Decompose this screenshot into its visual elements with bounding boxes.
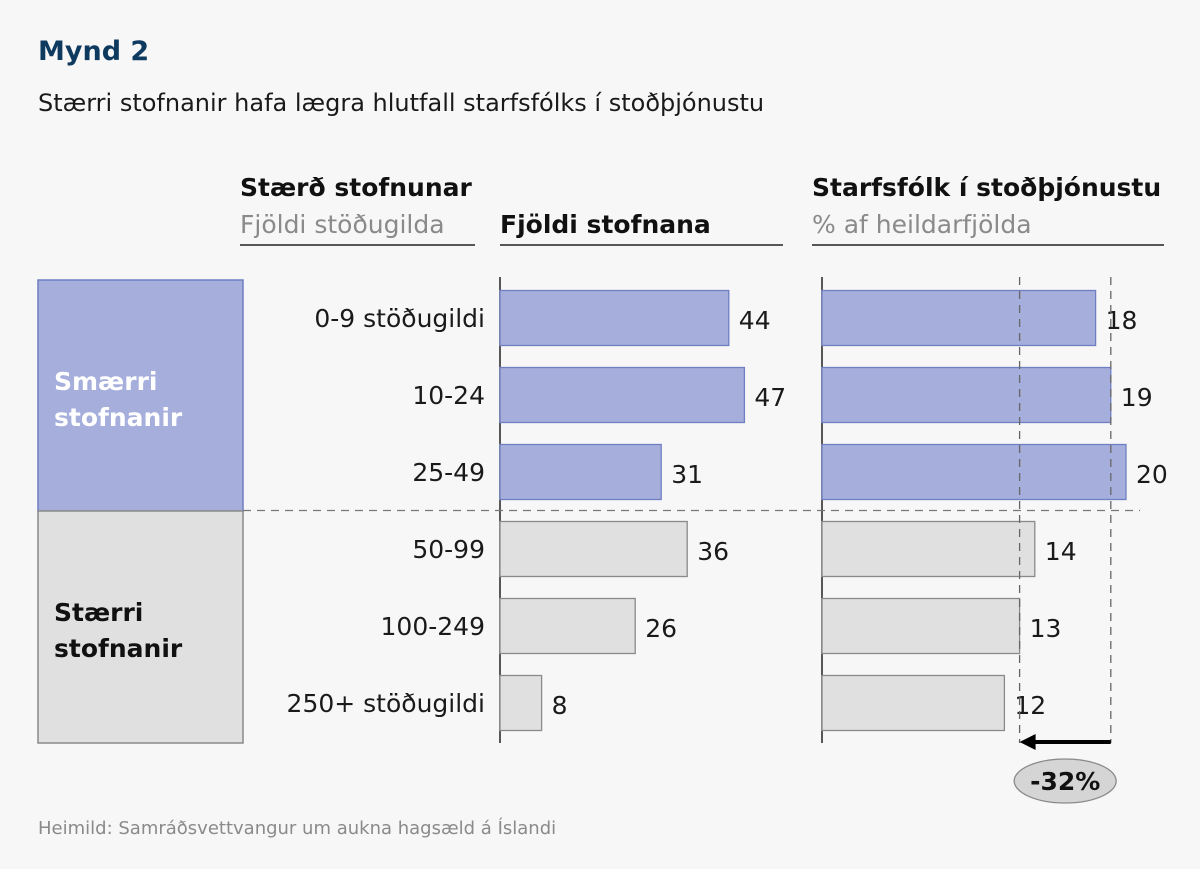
reduction-badge — [1013, 758, 1117, 804]
category-label: 100-249 — [381, 612, 485, 641]
reduction-callout: -32% — [1013, 734, 1117, 804]
count-bar-chart: 44 47 31 36 26 8 — [499, 277, 786, 743]
reduction-badge-label: -32% — [1030, 767, 1100, 796]
category-label: 10-24 — [412, 381, 485, 410]
count-bar — [499, 597, 636, 655]
group-label-0-line-1: stofnanir — [54, 403, 183, 432]
support-bar — [821, 597, 1021, 655]
count-column-header: Fjöldi stofnana — [500, 210, 783, 246]
support-bar — [821, 289, 1097, 347]
count-value-label: 36 — [697, 537, 729, 566]
group-label-0-line-0: Smærri — [54, 367, 157, 396]
count-value-label: 44 — [739, 306, 771, 335]
source-note: Heimild: Samráðsvettvangur um aukna hags… — [38, 817, 556, 839]
support-value-label: 20 — [1136, 460, 1168, 489]
count-value-label: 47 — [754, 383, 786, 412]
count-header-title: Fjöldi stofnana — [500, 210, 711, 239]
category-labels: 0-9 stöðugildi 10-24 25-49 50-99 100-249 250+… — [287, 304, 485, 718]
figure-subtitle: Stærri stofnanir hafa lægra hlutfall sta… — [38, 89, 764, 117]
support-value-label: 14 — [1045, 537, 1077, 566]
category-label: 25-49 — [412, 458, 485, 487]
support-bar — [821, 366, 1112, 424]
count-bar — [499, 366, 746, 424]
group-label-1-line-0: Stærri — [54, 598, 143, 627]
category-label: 50-99 — [412, 535, 485, 564]
group-label-1-line-1: stofnanir — [54, 634, 183, 663]
group-box-1 — [37, 510, 244, 744]
figure-title: Mynd 2 — [38, 36, 149, 67]
category-label: 0-9 stöðugildi — [314, 304, 485, 333]
group-boxes: Smærri stofnanir Stærri stofnanir — [37, 279, 244, 744]
size-header-subtitle: Fjöldi stöðugilda — [240, 210, 445, 239]
size-column-header: Stærð stofnunar Fjöldi stöðugilda — [240, 173, 475, 246]
count-value-label: 31 — [671, 460, 703, 489]
category-label: 250+ stöðugildi — [287, 689, 485, 718]
support-header-title: Starfsfólk í stoðþjónustu — [812, 173, 1161, 202]
size-header-title: Stærð stofnunar — [240, 173, 473, 202]
count-bar — [499, 520, 688, 578]
support-header-subtitle: % af heildarfjölda — [812, 210, 1032, 239]
support-value-label: 19 — [1121, 383, 1153, 412]
count-bar — [499, 674, 543, 732]
count-value-label: 8 — [552, 691, 568, 720]
count-bar — [499, 289, 730, 347]
count-value-label: 26 — [645, 614, 677, 643]
count-bar — [499, 443, 662, 501]
group-box-0 — [37, 279, 244, 513]
support-bar — [821, 674, 1006, 732]
support-column-header: Starfsfólk í stoðþjónustu % af heildarfj… — [812, 173, 1164, 246]
support-value-label: 13 — [1030, 614, 1062, 643]
support-bar — [821, 443, 1127, 501]
support-bar — [821, 520, 1036, 578]
reduction-arrow-head — [1019, 734, 1036, 750]
